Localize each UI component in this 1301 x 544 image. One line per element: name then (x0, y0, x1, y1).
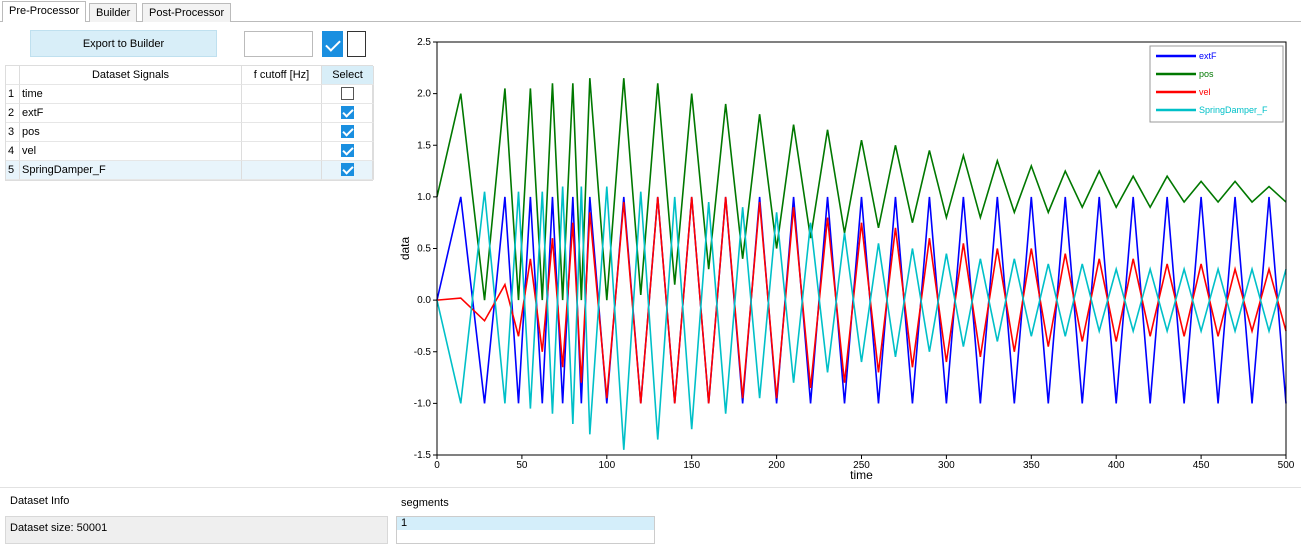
cutoff-cell[interactable] (242, 161, 322, 180)
x-tick-label: 400 (1108, 460, 1125, 471)
header-cell (6, 66, 20, 85)
y-tick-label: 1.0 (417, 192, 431, 203)
y-tick-label: 1.5 (417, 140, 431, 151)
table-row[interactable]: 2 extF (6, 104, 374, 123)
text-input[interactable] (244, 31, 313, 57)
series-line (436, 186, 1287, 450)
checkbox[interactable] (341, 106, 354, 119)
tab[interactable]: Pre-Processor (2, 1, 87, 22)
checkbox[interactable] (341, 87, 354, 100)
y-tick-label: 2.5 (417, 37, 431, 48)
x-axis-label: time (850, 468, 873, 482)
checkbox[interactable] (341, 125, 354, 138)
select-cell (322, 85, 374, 104)
row-index: 5 (6, 161, 20, 180)
row-index: 4 (6, 142, 20, 161)
x-tick-label: 300 (938, 460, 955, 471)
section-label: Dataset Info (10, 495, 70, 507)
y-tick-label: 2.0 (417, 89, 431, 100)
checkbox[interactable] (341, 144, 354, 157)
signal-name: time (20, 85, 242, 104)
legend-label: SpringDamper_F (1199, 105, 1268, 115)
cutoff-cell[interactable] (242, 104, 322, 123)
y-tick-label: 0.0 (417, 295, 431, 306)
select-cell (322, 104, 374, 123)
chart: -1.5 -1.0 -0.5 0.0 0.5 1.0 1.5 2.0 2.5 0 50 100 150 2… (398, 37, 1295, 482)
toggle[interactable] (322, 31, 343, 57)
x-tick-label: 50 (516, 460, 528, 471)
export-button[interactable]: Export to Builder (30, 30, 217, 57)
tab[interactable]: Builder (89, 3, 138, 22)
select-cell (322, 123, 374, 142)
select-cell (322, 161, 374, 180)
cutoff-cell[interactable] (242, 85, 322, 104)
signal-name: SpringDamper_F (20, 161, 242, 180)
checkbox[interactable] (341, 163, 354, 176)
signals-table: Dataset Signals f cutoff [Hz] Select 1 time 2… (5, 65, 374, 181)
x-tick-label: 150 (683, 460, 700, 471)
segment-item[interactable]: 1 (397, 517, 654, 530)
table-header: Dataset Signals f cutoff [Hz] Select (6, 66, 374, 85)
series-line (436, 196, 1287, 404)
tab-strip-line (0, 21, 1301, 22)
cutoff-cell[interactable] (242, 142, 322, 161)
y-tick-label: -1.5 (414, 450, 432, 461)
y-tick-label: -0.5 (414, 347, 432, 358)
y-axis-label: data (398, 236, 412, 260)
dataset-size: Dataset size: 50001 (5, 516, 388, 544)
x-tick-label: 450 (1193, 460, 1210, 471)
table-row[interactable]: 3 pos (6, 123, 374, 142)
section-label: segments (401, 497, 449, 509)
legend-label: vel (1199, 87, 1211, 97)
tab[interactable]: Post-Processor (142, 3, 232, 22)
legend-label: pos (1199, 69, 1214, 79)
row-index: 2 (6, 104, 20, 123)
toggle[interactable] (347, 31, 366, 57)
x-tick-label: 200 (768, 460, 785, 471)
signal-name: extF (20, 104, 242, 123)
signal-name: vel (20, 142, 242, 161)
header-cell: Dataset Signals (20, 66, 242, 85)
x-tick-label: 0 (434, 460, 440, 471)
row-index: 3 (6, 123, 20, 142)
x-tick-label: 350 (1023, 460, 1040, 471)
select-cell (322, 142, 374, 161)
legend-label: extF (1199, 51, 1217, 61)
x-tick-label: 250 (853, 460, 870, 471)
separator (0, 487, 1301, 488)
y-tick-label: 0.5 (417, 244, 431, 255)
table-row[interactable]: 1 time (6, 85, 374, 104)
signal-name: pos (20, 123, 242, 142)
table-row[interactable]: 5 SpringDamper_F (6, 161, 374, 180)
segments-list: 1 (396, 516, 655, 544)
row-index: 1 (6, 85, 20, 104)
cutoff-cell[interactable] (242, 123, 322, 142)
x-tick-label: 100 (598, 460, 615, 471)
header-cell: f cutoff [Hz] (242, 66, 322, 85)
x-tick-label: 500 (1278, 460, 1295, 471)
table-row[interactable]: 4 vel (6, 142, 374, 161)
y-tick-label: -1.0 (414, 398, 432, 409)
header-cell: Select (322, 66, 374, 85)
